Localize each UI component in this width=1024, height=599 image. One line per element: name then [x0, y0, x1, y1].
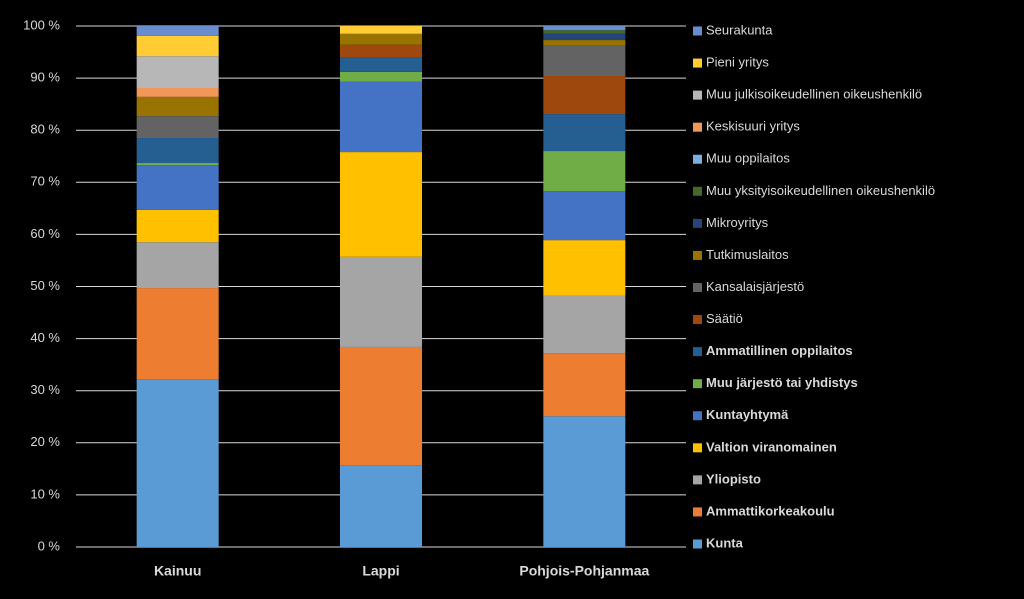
legend-label: Muu oppilaitos	[706, 151, 790, 166]
bar-segment	[543, 45, 626, 77]
bar-segment	[136, 163, 219, 166]
legend-swatch	[693, 283, 702, 292]
bar-segment	[340, 81, 422, 153]
y-tick-label: 100 %	[23, 17, 60, 32]
bar-segment	[340, 57, 422, 72]
bar-segment	[340, 152, 422, 257]
bar-segment	[136, 87, 219, 97]
legend-label: Pieni yritys	[706, 55, 769, 70]
bar-segment	[340, 26, 422, 34]
bar-segment	[136, 242, 219, 289]
bar-segment	[136, 56, 219, 88]
bar-segment	[136, 379, 219, 547]
bar-segment	[136, 116, 219, 139]
legend-swatch	[693, 475, 702, 485]
y-tick-label: 30 %	[30, 382, 60, 397]
bar-segment	[543, 26, 626, 31]
legend-label: Ammattikorkeakoulu	[706, 503, 835, 518]
legend-label: Seurakunta	[706, 22, 773, 37]
bar-segment	[340, 256, 422, 347]
bar-segment	[543, 240, 626, 296]
legend-label: Valtion viranomainen	[706, 439, 837, 454]
bar-segment	[136, 138, 219, 164]
legend-swatch	[693, 218, 702, 228]
bar-segment	[340, 71, 422, 82]
bar-segment	[340, 346, 422, 466]
legend-label: Ammatillinen oppilaitos	[706, 343, 853, 358]
legend-label: Kansalaisjärjestö	[706, 279, 804, 294]
legend-label: Muu järjestö tai yhdistys	[706, 375, 858, 390]
bar-segment	[136, 165, 219, 210]
legend-swatch	[693, 411, 702, 421]
x-tick-label: Lappi	[362, 563, 399, 579]
legend-swatch	[693, 315, 702, 325]
legend-swatch	[693, 58, 702, 68]
legend-swatch	[693, 122, 702, 132]
bar-segment	[136, 26, 219, 36]
legend-swatch	[693, 379, 702, 389]
bar-segment	[136, 288, 219, 380]
legend-swatch	[693, 250, 702, 260]
legend-swatch	[693, 347, 702, 357]
y-tick-label: 0 %	[38, 538, 61, 553]
bar-segment	[340, 44, 422, 58]
legend-label: Säätiö	[706, 311, 743, 326]
legend-label: Muu yksityisoikeudellinen oikeushenkilö	[706, 183, 935, 198]
bar-segment	[136, 96, 219, 117]
legend-swatch	[693, 186, 702, 196]
legend-swatch	[693, 507, 702, 517]
bar-segment	[543, 353, 626, 417]
bar-segment	[543, 33, 626, 41]
legend-label: Kuntayhtymä	[706, 407, 789, 422]
y-tick-label: 10 %	[30, 486, 60, 501]
bar-segment	[340, 33, 422, 45]
x-tick-label: Kainuu	[154, 563, 201, 579]
bar-segment	[543, 416, 626, 547]
bar-segment	[543, 151, 626, 192]
legend-label: Yliopisto	[706, 471, 761, 486]
bar-segment	[543, 191, 626, 241]
legend-swatch	[693, 443, 702, 453]
y-tick-label: 80 %	[30, 122, 60, 137]
legend-label: Mikroyritys	[706, 215, 769, 230]
legend-swatch	[693, 90, 702, 100]
x-tick-label: Pohjois-Pohjanmaa	[519, 563, 649, 579]
legend-label: Muu julkisoikeudellinen oikeushenkilö	[706, 87, 922, 102]
bar-segment	[543, 114, 626, 152]
legend-label: Kunta	[706, 535, 744, 550]
bar-segment	[543, 295, 626, 354]
legend-label: Keskisuuri yritys	[706, 119, 800, 134]
bar-segment	[136, 209, 219, 243]
bar-segment	[340, 465, 422, 547]
y-tick-label: 20 %	[30, 434, 60, 449]
bar-segment	[543, 40, 626, 46]
y-tick-label: 60 %	[30, 226, 60, 241]
bar-segment	[543, 76, 626, 115]
legend-label: Tutkimuslaitos	[706, 247, 789, 262]
y-tick-label: 40 %	[30, 330, 60, 345]
y-tick-label: 90 %	[30, 70, 60, 85]
legend-swatch	[693, 539, 702, 549]
y-tick-label: 50 %	[30, 278, 60, 293]
bar-segment	[543, 30, 626, 34]
y-tick-label: 70 %	[30, 174, 60, 189]
legend-swatch	[693, 154, 702, 164]
bar-segment	[136, 35, 219, 57]
legend-swatch	[693, 26, 702, 36]
